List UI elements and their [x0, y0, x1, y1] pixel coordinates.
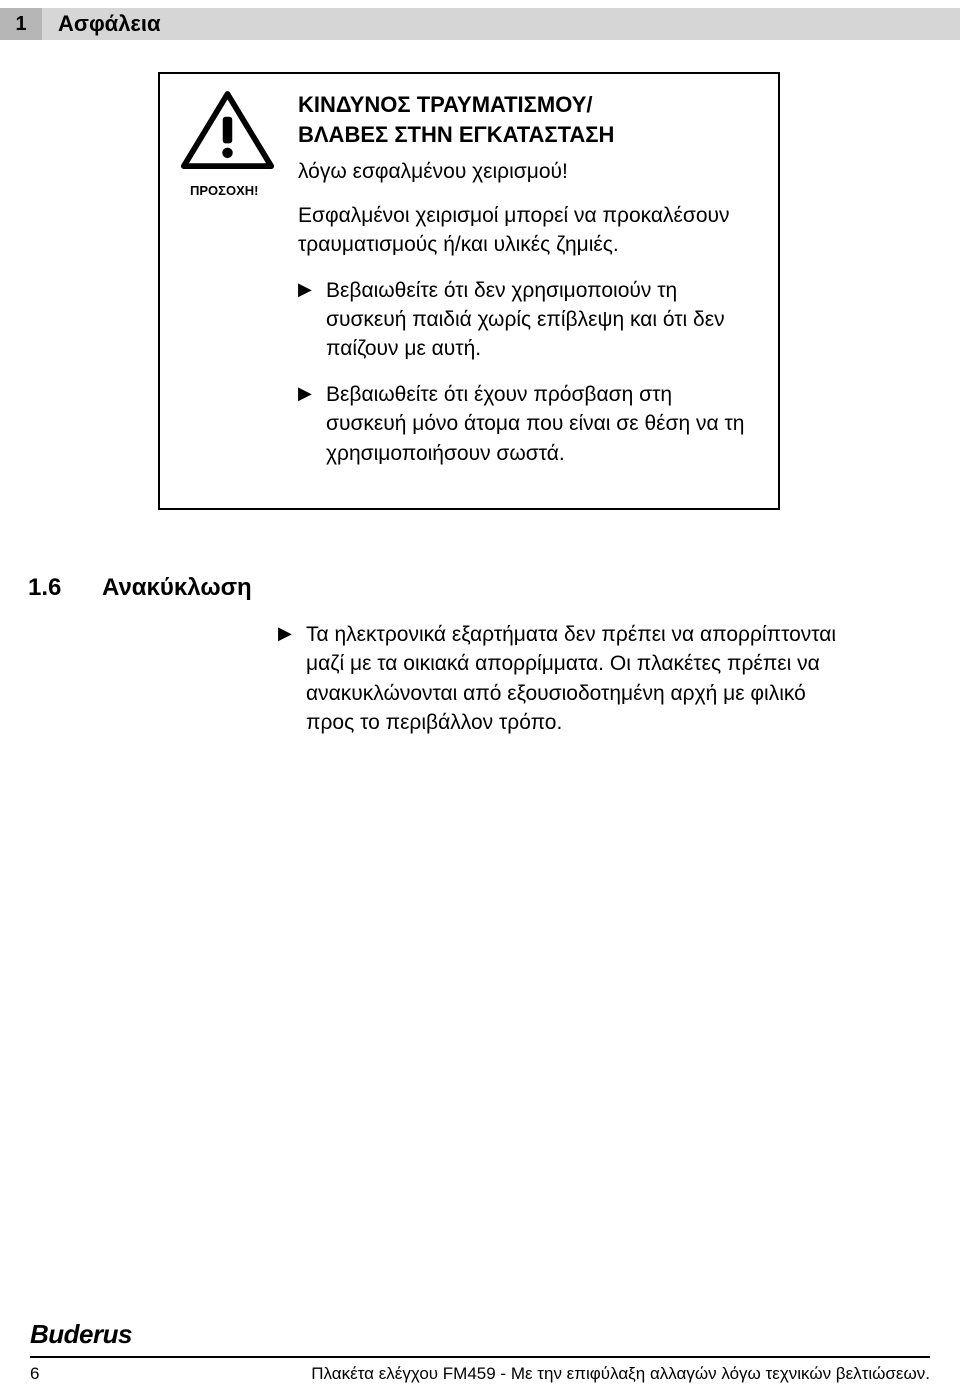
- section-title: Ανακύκλωση: [102, 574, 252, 602]
- chapter-title: Ασφάλεια: [58, 8, 161, 40]
- warning-bullet-text: Βεβαιωθείτε ότι δεν χρησιμοποιούν τη συσ…: [326, 276, 758, 364]
- section-number: 1.6: [28, 574, 61, 602]
- footer-rule: [30, 1356, 930, 1358]
- chapter-number: 1: [0, 8, 42, 40]
- warning-callout: ΠΡΟΣΟΧΗ! ΚΙΝΔΥΝΟΣ ΤΡΑΥΜΑΤΙΣΜΟΥ/ ΒΛΑΒΕΣ Σ…: [158, 72, 780, 510]
- warning-heading: ΚΙΝΔΥΝΟΣ ΤΡΑΥΜΑΤΙΣΜΟΥ/ ΒΛΑΒΕΣ ΣΤΗΝ ΕΓΚΑΤ…: [298, 90, 758, 149]
- warning-subline: λόγω εσφαλμένου χειρισμού!: [298, 157, 758, 186]
- warning-heading-line2: ΒΛΑΒΕΣ ΣΤΗΝ ΕΓΚΑΤΑΣΤΑΣΗ: [298, 122, 614, 147]
- bullet-marker-icon: ▶: [298, 380, 326, 468]
- footer-text: Πλακέτα ελέγχου FM459 - Με την επιφύλαξη…: [260, 1364, 930, 1384]
- warning-caption: ΠΡΟΣΟΧΗ!: [180, 183, 298, 198]
- section-body: ▶ Τα ηλεκτρονικά εξαρτήματα δεν πρέπει ν…: [278, 620, 852, 754]
- bullet-marker-icon: ▶: [298, 276, 326, 364]
- warning-triangle-icon: [180, 90, 275, 172]
- brand-logo: Buderus: [30, 1319, 132, 1350]
- warning-bullet-row: ▶ Βεβαιωθείτε ότι δεν χρησιμοποιούν τη σ…: [298, 276, 758, 364]
- warning-paragraph: Εσφαλμένοι χειρισμοί μπορεί να προκαλέσο…: [298, 201, 758, 260]
- warning-icon-column: ΠΡΟΣΟΧΗ!: [180, 90, 298, 484]
- warning-bullet-text: Βεβαιωθείτε ότι έχουν πρόσβαση στη συσκε…: [326, 380, 758, 468]
- bullet-marker-icon: ▶: [278, 620, 306, 738]
- page-number: 6: [30, 1364, 39, 1384]
- section-bullet-row: ▶ Τα ηλεκτρονικά εξαρτήματα δεν πρέπει ν…: [278, 620, 852, 738]
- document-page: 1 Ασφάλεια ΠΡΟΣΟΧΗ! ΚΙΝΔΥΝΟΣ ΤΡΑΥΜΑΤΙΣΜΟ…: [0, 0, 960, 1394]
- section-bullet-text: Τα ηλεκτρονικά εξαρτήματα δεν πρέπει να …: [306, 620, 852, 738]
- warning-text-column: ΚΙΝΔΥΝΟΣ ΤΡΑΥΜΑΤΙΣΜΟΥ/ ΒΛΑΒΕΣ ΣΤΗΝ ΕΓΚΑΤ…: [298, 90, 758, 484]
- warning-heading-line1: ΚΙΝΔΥΝΟΣ ΤΡΑΥΜΑΤΙΣΜΟΥ/: [298, 92, 593, 117]
- warning-bullet-row: ▶ Βεβαιωθείτε ότι έχουν πρόσβαση στη συσ…: [298, 380, 758, 468]
